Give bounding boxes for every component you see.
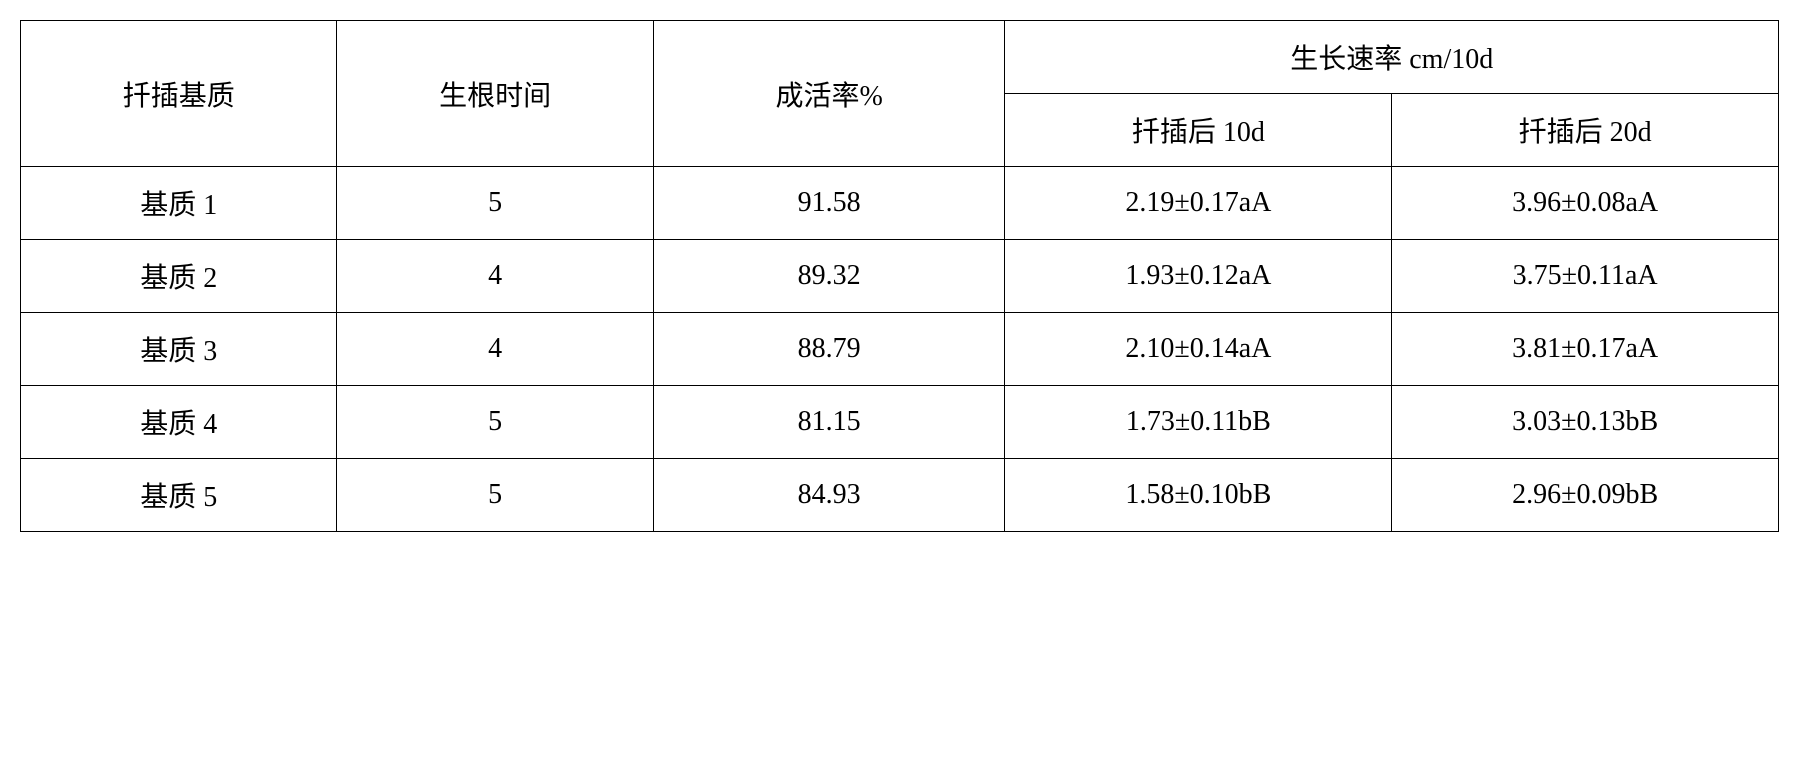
table-header: 扦插基质 生根时间 成活率% 生长速率 cm/10d 扦插后 10d 扦插后 2… bbox=[21, 21, 1779, 167]
cell-growth-20d: 3.75±0.11aA bbox=[1392, 240, 1779, 313]
header-row-1: 扦插基质 生根时间 成活率% 生长速率 cm/10d bbox=[21, 21, 1779, 94]
cell-substrate: 基质 3 bbox=[21, 313, 337, 386]
cell-growth-20d: 2.96±0.09bB bbox=[1392, 459, 1779, 532]
header-growth-10d: 扦插后 10d bbox=[1005, 94, 1392, 167]
header-growth-20d: 扦插后 20d bbox=[1392, 94, 1779, 167]
cell-rooting-time: 5 bbox=[337, 167, 653, 240]
table-body: 基质 1 5 91.58 2.19±0.17aA 3.96±0.08aA 基质 … bbox=[21, 167, 1779, 532]
cell-growth-10d: 2.10±0.14aA bbox=[1005, 313, 1392, 386]
cell-growth-20d: 3.81±0.17aA bbox=[1392, 313, 1779, 386]
header-survival-rate: 成活率% bbox=[653, 21, 1005, 167]
header-substrate: 扦插基质 bbox=[21, 21, 337, 167]
table-row: 基质 2 4 89.32 1.93±0.12aA 3.75±0.11aA bbox=[21, 240, 1779, 313]
cell-rooting-time: 4 bbox=[337, 313, 653, 386]
cell-survival-rate: 91.58 bbox=[653, 167, 1005, 240]
table-row: 基质 4 5 81.15 1.73±0.11bB 3.03±0.13bB bbox=[21, 386, 1779, 459]
table-row: 基质 3 4 88.79 2.10±0.14aA 3.81±0.17aA bbox=[21, 313, 1779, 386]
cell-growth-10d: 1.73±0.11bB bbox=[1005, 386, 1392, 459]
header-growth-rate-group: 生长速率 cm/10d bbox=[1005, 21, 1779, 94]
cell-growth-10d: 1.93±0.12aA bbox=[1005, 240, 1392, 313]
header-rooting-time: 生根时间 bbox=[337, 21, 653, 167]
cell-survival-rate: 81.15 bbox=[653, 386, 1005, 459]
cell-growth-20d: 3.03±0.13bB bbox=[1392, 386, 1779, 459]
cell-substrate: 基质 4 bbox=[21, 386, 337, 459]
table-row: 基质 5 5 84.93 1.58±0.10bB 2.96±0.09bB bbox=[21, 459, 1779, 532]
cell-rooting-time: 4 bbox=[337, 240, 653, 313]
cell-growth-10d: 1.58±0.10bB bbox=[1005, 459, 1392, 532]
table-row: 基质 1 5 91.58 2.19±0.17aA 3.96±0.08aA bbox=[21, 167, 1779, 240]
cell-substrate: 基质 2 bbox=[21, 240, 337, 313]
cell-survival-rate: 88.79 bbox=[653, 313, 1005, 386]
cell-survival-rate: 89.32 bbox=[653, 240, 1005, 313]
cell-growth-10d: 2.19±0.17aA bbox=[1005, 167, 1392, 240]
data-table: 扦插基质 生根时间 成活率% 生长速率 cm/10d 扦插后 10d 扦插后 2… bbox=[20, 20, 1779, 532]
cell-substrate: 基质 5 bbox=[21, 459, 337, 532]
cell-survival-rate: 84.93 bbox=[653, 459, 1005, 532]
cell-substrate: 基质 1 bbox=[21, 167, 337, 240]
cell-rooting-time: 5 bbox=[337, 386, 653, 459]
cell-growth-20d: 3.96±0.08aA bbox=[1392, 167, 1779, 240]
cell-rooting-time: 5 bbox=[337, 459, 653, 532]
